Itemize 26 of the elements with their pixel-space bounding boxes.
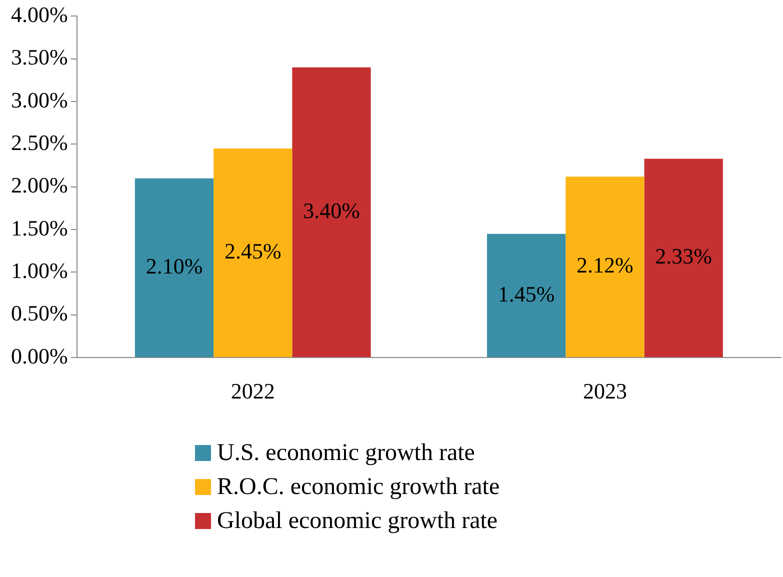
bar	[566, 176, 644, 358]
y-tick-label: 4.00%	[11, 2, 68, 27]
legend-label: R.O.C. economic growth rate	[217, 473, 500, 502]
y-tick-label: 2.50%	[11, 130, 68, 156]
y-tick-label: 0.00%	[11, 343, 68, 368]
bar	[214, 148, 292, 358]
y-tick-label: 0.50%	[11, 300, 68, 326]
y-tick-label: 1.50%	[11, 215, 68, 240]
bar	[292, 67, 371, 358]
x-tick-label: 2022	[230, 378, 275, 404]
data-label: 2.10%	[146, 254, 203, 279]
data-label: 2.12%	[576, 252, 634, 278]
data-label: 2.33%	[655, 244, 712, 269]
data-label: 2.45%	[224, 238, 282, 264]
bar	[134, 178, 214, 358]
data-label: 1.45%	[498, 281, 555, 306]
y-tick-label: 3.00%	[11, 87, 68, 112]
x-tick-label: 2023	[582, 378, 627, 404]
legend-label: U.S. economic growth rate	[217, 439, 475, 468]
bar	[487, 234, 566, 358]
bar	[644, 158, 723, 358]
legend-label: Global economic growth rate	[217, 507, 498, 536]
y-tick-label: 2.00%	[11, 172, 68, 198]
y-tick-label: 3.50%	[11, 44, 68, 70]
data-label: 3.40%	[303, 198, 360, 224]
y-tick-label: 1.00%	[11, 258, 68, 284]
